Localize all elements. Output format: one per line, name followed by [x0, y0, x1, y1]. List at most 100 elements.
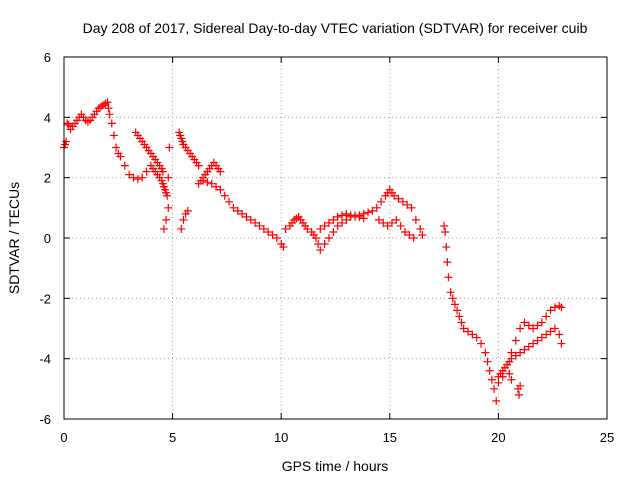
data-point — [320, 221, 329, 230]
chart-title: Day 208 of 2017, Sidereal Day-to-day VTE… — [83, 20, 588, 36]
data-point — [542, 330, 551, 339]
data-point — [409, 234, 418, 242]
data-point — [159, 224, 168, 233]
data-point — [555, 301, 564, 310]
data-point — [401, 227, 410, 236]
data-point — [142, 167, 151, 176]
data-point — [555, 330, 564, 339]
data-point — [359, 209, 368, 218]
data-point — [109, 131, 118, 140]
data-point — [411, 215, 420, 224]
data-point — [533, 336, 542, 345]
data-point — [498, 372, 507, 381]
data-point — [390, 191, 399, 200]
data-point — [233, 206, 242, 215]
data-point — [364, 208, 373, 217]
data-point — [529, 324, 538, 333]
data-point — [542, 312, 551, 321]
data-point — [377, 197, 386, 206]
data-point — [162, 215, 171, 224]
data-point — [524, 321, 533, 330]
data-point — [64, 120, 73, 129]
data-point — [83, 117, 92, 126]
y-tick-label: 6 — [44, 50, 51, 65]
x-tick-label: 10 — [274, 430, 288, 445]
data-point — [472, 333, 481, 342]
data-point — [515, 390, 524, 399]
data-point — [557, 303, 566, 312]
data-point — [177, 224, 186, 233]
data-point — [329, 215, 338, 224]
data-point — [104, 104, 113, 113]
data-point — [303, 224, 312, 233]
data-point — [441, 227, 450, 236]
data-point — [133, 175, 142, 184]
data-point — [107, 119, 116, 128]
data-point — [164, 203, 173, 212]
data-point — [481, 348, 490, 357]
data-point — [477, 339, 486, 348]
data-point — [329, 227, 338, 236]
data-point — [507, 348, 516, 357]
data-point — [396, 221, 405, 230]
data-point — [387, 218, 396, 227]
x-tick-label: 0 — [60, 430, 67, 445]
data-point — [194, 161, 203, 170]
data-point — [440, 221, 449, 230]
data-point — [203, 178, 212, 187]
data-point — [405, 230, 414, 239]
data-point — [492, 396, 501, 405]
y-tick-label: -6 — [39, 412, 51, 427]
data-point — [220, 191, 229, 200]
data-point — [490, 384, 499, 393]
data-point — [125, 170, 134, 179]
data-point — [346, 211, 355, 220]
data-point — [442, 243, 451, 252]
data-point — [242, 212, 251, 221]
y-tick-label: -2 — [39, 291, 51, 306]
data-point — [292, 214, 301, 223]
data-point — [179, 215, 188, 224]
data-point — [537, 333, 546, 342]
data-point — [216, 167, 225, 176]
data-point — [453, 306, 462, 315]
data-point — [333, 221, 342, 230]
data-point — [468, 330, 477, 339]
data-point — [255, 221, 264, 230]
data-point — [251, 218, 260, 227]
data-point — [448, 294, 457, 303]
data-point — [355, 211, 364, 220]
data-point — [246, 215, 255, 224]
data-point — [342, 209, 351, 218]
x-tick-label: 25 — [600, 430, 614, 445]
data-point — [183, 206, 192, 215]
data-point — [165, 143, 174, 152]
data-point — [238, 209, 247, 218]
data-point — [194, 179, 203, 188]
data-point — [537, 318, 546, 327]
data-point — [524, 342, 533, 351]
data-point — [338, 211, 347, 220]
data-point — [164, 173, 173, 182]
data-point — [557, 339, 566, 348]
data-point — [351, 212, 360, 221]
data-point — [259, 224, 268, 233]
data-point — [507, 375, 516, 384]
data-point — [516, 324, 525, 333]
data-point — [116, 152, 125, 161]
data-point — [268, 230, 277, 239]
data-point — [138, 173, 147, 182]
data-point — [457, 318, 466, 327]
data-point — [494, 378, 503, 387]
data-point — [516, 348, 525, 357]
data-point — [324, 218, 333, 227]
data-point — [229, 203, 238, 212]
data-points — [60, 98, 566, 405]
data-point — [516, 381, 525, 390]
data-point — [374, 215, 383, 224]
data-point — [394, 194, 403, 203]
data-point — [529, 339, 538, 348]
data-point — [505, 369, 514, 378]
y-tick-label: 0 — [44, 231, 51, 246]
data-point — [444, 273, 453, 282]
